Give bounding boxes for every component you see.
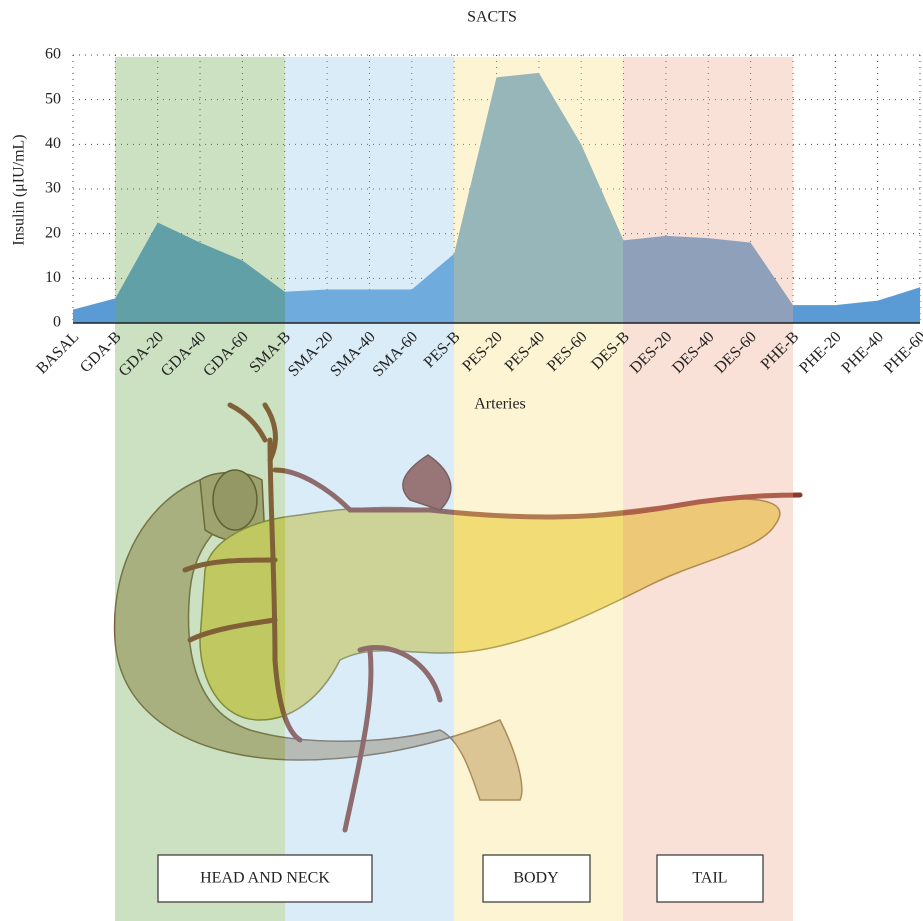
x-tick-label: PHE-20 — [796, 328, 844, 376]
y-tick-label: 30 — [45, 180, 61, 197]
neck-band — [285, 57, 454, 921]
y-tick-label: 60 — [45, 46, 61, 63]
y-tick-label: 50 — [45, 90, 61, 107]
head-neck-band — [115, 57, 285, 921]
y-tick-label: 10 — [45, 269, 61, 286]
region-label: TAIL — [692, 870, 727, 887]
x-tick-label: BASAL — [33, 328, 82, 377]
y-axis-label: Insulin (μIU/mL) — [11, 134, 28, 245]
x-axis-label: Arteries — [474, 396, 526, 413]
y-tick-label: 20 — [45, 224, 61, 241]
y-tick-label: 0 — [53, 314, 61, 331]
region-label: HEAD AND NECK — [200, 870, 330, 887]
tail-band — [623, 57, 793, 921]
chart: SACTS Arteries Insulin (μIU/mL) HEAD AND… — [0, 0, 923, 921]
x-tick-label: PHE-60 — [881, 328, 923, 376]
region-label: BODY — [513, 870, 559, 887]
chart-title: SACTS — [467, 9, 517, 26]
body-band — [454, 57, 623, 921]
y-tick-label: 40 — [45, 135, 61, 152]
region-bands — [115, 57, 793, 921]
x-tick-label: PHE-40 — [839, 328, 887, 376]
